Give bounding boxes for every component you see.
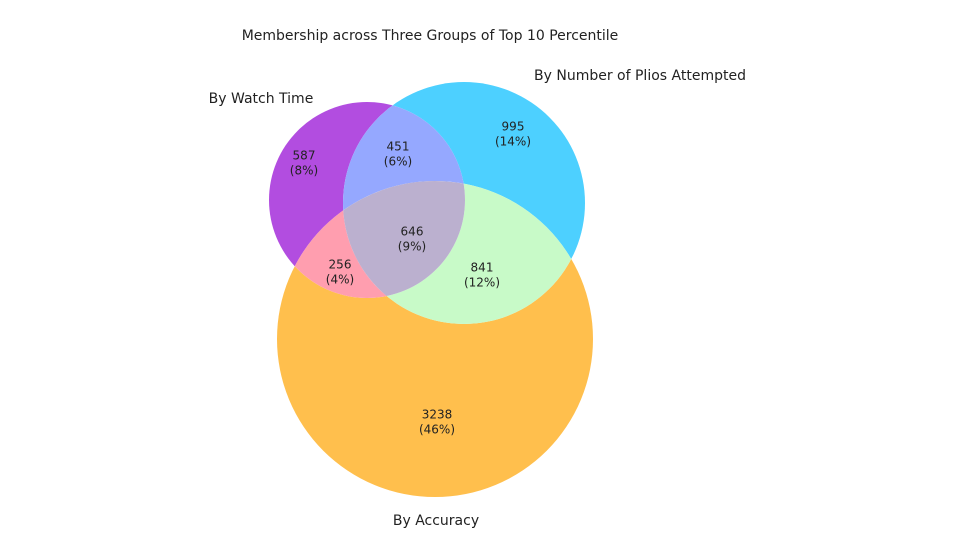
region-percent-label: (6%) [384, 155, 412, 169]
region-percent-label: (12%) [464, 276, 500, 290]
region-percent-label: (4%) [326, 273, 354, 287]
set-label: By Accuracy [393, 513, 479, 529]
region-percent-label: (46%) [419, 423, 455, 437]
venn-region [343, 181, 465, 298]
region-value-label: 995 [502, 120, 525, 134]
region-percent-label: (14%) [495, 135, 531, 149]
set-label: By Number of Plios Attempted [534, 68, 746, 84]
region-value-label: 841 [471, 261, 494, 275]
chart-title: Membership across Three Groups of Top 10… [242, 28, 619, 44]
region-percent-label: (9%) [398, 240, 426, 254]
region-percent-label: (8%) [290, 164, 318, 178]
region-value-label: 3238 [422, 408, 453, 422]
region-value-label: 587 [293, 149, 316, 163]
set-label: By Watch Time [209, 91, 314, 107]
region-value-label: 256 [329, 258, 352, 272]
region-value-label: 451 [387, 140, 410, 154]
region-value-label: 646 [401, 225, 424, 239]
